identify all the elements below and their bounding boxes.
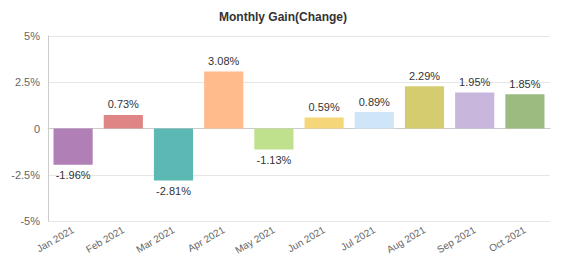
- svg-text:-1.13%: -1.13%: [256, 154, 291, 166]
- svg-text:-5%: -5%: [20, 215, 40, 227]
- svg-text:0: 0: [34, 123, 40, 135]
- svg-text:-2.81%: -2.81%: [156, 185, 191, 197]
- svg-text:1.85%: 1.85%: [509, 78, 540, 90]
- svg-text:0.59%: 0.59%: [308, 101, 339, 113]
- svg-text:0.89%: 0.89%: [359, 96, 390, 108]
- svg-text:1.95%: 1.95%: [459, 76, 490, 88]
- svg-text:-1.96%: -1.96%: [56, 169, 91, 181]
- svg-text:Jan 2021: Jan 2021: [35, 224, 76, 254]
- svg-text:Jul 2021: Jul 2021: [339, 224, 378, 253]
- svg-text:0.73%: 0.73%: [108, 98, 139, 110]
- svg-text:Mar 2021: Mar 2021: [134, 224, 176, 255]
- svg-text:Jun 2021: Jun 2021: [286, 224, 327, 254]
- svg-text:2.5%: 2.5%: [15, 76, 40, 88]
- svg-text:Monthly Gain(Change): Monthly Gain(Change): [219, 10, 347, 24]
- svg-text:-2.5%: -2.5%: [11, 169, 40, 181]
- svg-text:2.29%: 2.29%: [409, 70, 440, 82]
- svg-text:3.08%: 3.08%: [208, 55, 239, 67]
- svg-text:May 2021: May 2021: [233, 224, 277, 256]
- svg-text:Oct 2021: Oct 2021: [487, 224, 528, 254]
- svg-text:Aug 2021: Aug 2021: [385, 224, 428, 255]
- svg-text:Feb 2021: Feb 2021: [84, 224, 126, 255]
- svg-text:Sep 2021: Sep 2021: [435, 224, 478, 255]
- svg-text:5%: 5%: [24, 30, 40, 42]
- svg-text:Apr 2021: Apr 2021: [186, 224, 227, 254]
